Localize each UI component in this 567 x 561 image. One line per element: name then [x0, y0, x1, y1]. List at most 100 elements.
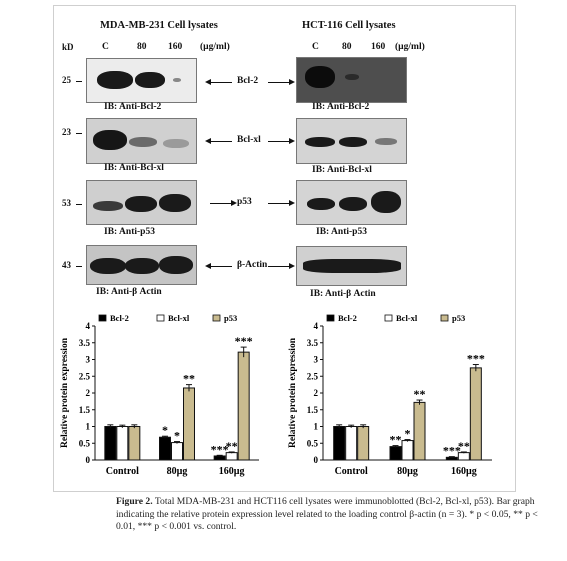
significance-label: ** [458, 439, 470, 453]
bar [116, 426, 129, 461]
blot-mda-actin [86, 245, 197, 285]
left-unit-label: (µg/ml) [200, 42, 230, 52]
blot-hct-bcl2 [296, 57, 407, 103]
left-lane-160: 160 [168, 42, 183, 52]
y-tick-label: 0 [314, 455, 319, 465]
bar-chart-mda: Relative protein expression 0 0.5 1 1.5 2 2.5 3… [60, 313, 259, 477]
arrow-right-icon [268, 138, 295, 144]
arrow-right-icon [268, 79, 295, 85]
right-lane-c: C [312, 42, 319, 52]
left-lane-c: C [102, 42, 109, 52]
caption-label: Figure 2. [116, 496, 153, 507]
arrow-left-icon [205, 263, 232, 269]
legend-swatch [384, 314, 393, 322]
blot-mda-bclxl [86, 118, 197, 164]
significance-label: *** [211, 442, 229, 456]
bar [159, 436, 171, 461]
right-unit-label: (µg/ml) [395, 42, 425, 52]
bar [457, 452, 470, 461]
legend-label: p53 [224, 313, 237, 323]
ib-label-mda-bcl2: IB: Anti-Bcl-2 [104, 102, 162, 112]
x-tick-label: 80µg [167, 466, 188, 477]
bar [413, 401, 426, 461]
significance-label: * [162, 423, 168, 437]
y-tick-label: 1 [86, 422, 91, 432]
bar [401, 440, 414, 461]
ib-label-hct-bcl2: IB: Anti-Bcl-2 [312, 102, 370, 112]
significance-label: * [405, 427, 411, 441]
kd-marker-23: 23 [62, 127, 71, 137]
bar [333, 426, 346, 461]
kd-marker-43: 43 [62, 260, 71, 270]
right-lane-80: 80 [342, 42, 352, 52]
bar [357, 426, 370, 461]
y-axis-label: Relative protein expression [60, 337, 70, 448]
y-tick-label: 3.5 [307, 338, 319, 348]
y-tick-label: 2.5 [307, 371, 319, 381]
kd-tick [76, 81, 82, 82]
legend-label: Bcl-2 [110, 313, 129, 323]
figure-caption: Figure 2. Total MDA-MB-231 and HCT116 ce… [116, 496, 556, 534]
ib-label-hct-bclxl: IB: Anti-Bcl-xl [312, 165, 372, 175]
x-tick-label: Control [106, 466, 139, 477]
legend-swatch [440, 314, 449, 322]
significance-label: *** [235, 334, 253, 348]
caption-text: Total MDA-MB-231 and HCT116 cell lysates… [116, 496, 538, 532]
legend-swatch [156, 314, 165, 322]
left-panel-title: MDA-MB-231 Cell lysates [100, 20, 218, 31]
y-tick-label: 2 [314, 388, 319, 398]
arrow-left-icon [205, 138, 232, 144]
kd-tick [76, 133, 82, 134]
bar [389, 446, 402, 461]
bar [469, 367, 482, 461]
left-lane-80: 80 [137, 42, 147, 52]
ib-label-mda-actin: IB: Anti-β Actin [96, 287, 162, 297]
y-tick-label: 0.5 [307, 438, 319, 448]
right-panel-title: HCT-116 Cell lysates [302, 20, 396, 31]
bar [183, 387, 195, 461]
kd-tick [76, 204, 82, 205]
y-tick-label: 0.5 [79, 438, 91, 448]
bar [171, 442, 183, 461]
ib-label-mda-p53: IB: Anti-p53 [104, 227, 155, 237]
bar [104, 426, 117, 461]
protein-label-bcl2: Bcl-2 [237, 76, 259, 86]
x-tick-label: Control [335, 466, 368, 477]
blot-mda-bcl2 [86, 58, 197, 103]
legend-swatch [326, 314, 335, 322]
legend-label: p53 [452, 313, 465, 323]
arrow-right-icon [268, 200, 295, 206]
y-tick-label: 3.5 [79, 338, 91, 348]
legend-swatch [98, 314, 107, 322]
y-tick-label: 1.5 [79, 405, 91, 415]
ib-label-hct-p53: IB: Anti-p53 [316, 227, 367, 237]
arrow-right-icon [268, 263, 295, 269]
y-tick-label: 2 [86, 388, 91, 398]
protein-label-bclxl: Bcl-xl [237, 135, 261, 145]
blot-mda-p53 [86, 180, 197, 225]
x-tick-label: 160µg [451, 466, 477, 477]
y-tick-label: 1 [314, 422, 319, 432]
blot-hct-bclxl [296, 118, 407, 164]
y-tick-label: 4 [314, 321, 319, 331]
legend-label: Bcl-xl [396, 313, 418, 323]
protein-label-actin: β-Actin [237, 260, 268, 270]
arrow-right-icon [210, 200, 237, 206]
x-tick-label: 80µg [397, 466, 418, 477]
x-tick-label: 160µg [219, 466, 245, 477]
y-tick-label: 3 [314, 355, 319, 365]
bar [128, 426, 141, 461]
kd-marker-25: 25 [62, 75, 71, 85]
y-tick-label: 3 [86, 355, 91, 365]
y-axis-label: Relative protein expression [288, 337, 298, 448]
y-tick-label: 4 [86, 321, 91, 331]
right-lane-160: 160 [371, 42, 386, 52]
significance-label: *** [467, 352, 485, 366]
bar [345, 426, 358, 461]
kd-marker-53: 53 [62, 198, 71, 208]
y-tick-label: 2.5 [79, 371, 91, 381]
significance-label: ** [414, 387, 426, 401]
legend-swatch [212, 314, 221, 322]
y-tick-label: 1.5 [307, 405, 319, 415]
significance-label: ** [390, 433, 402, 447]
